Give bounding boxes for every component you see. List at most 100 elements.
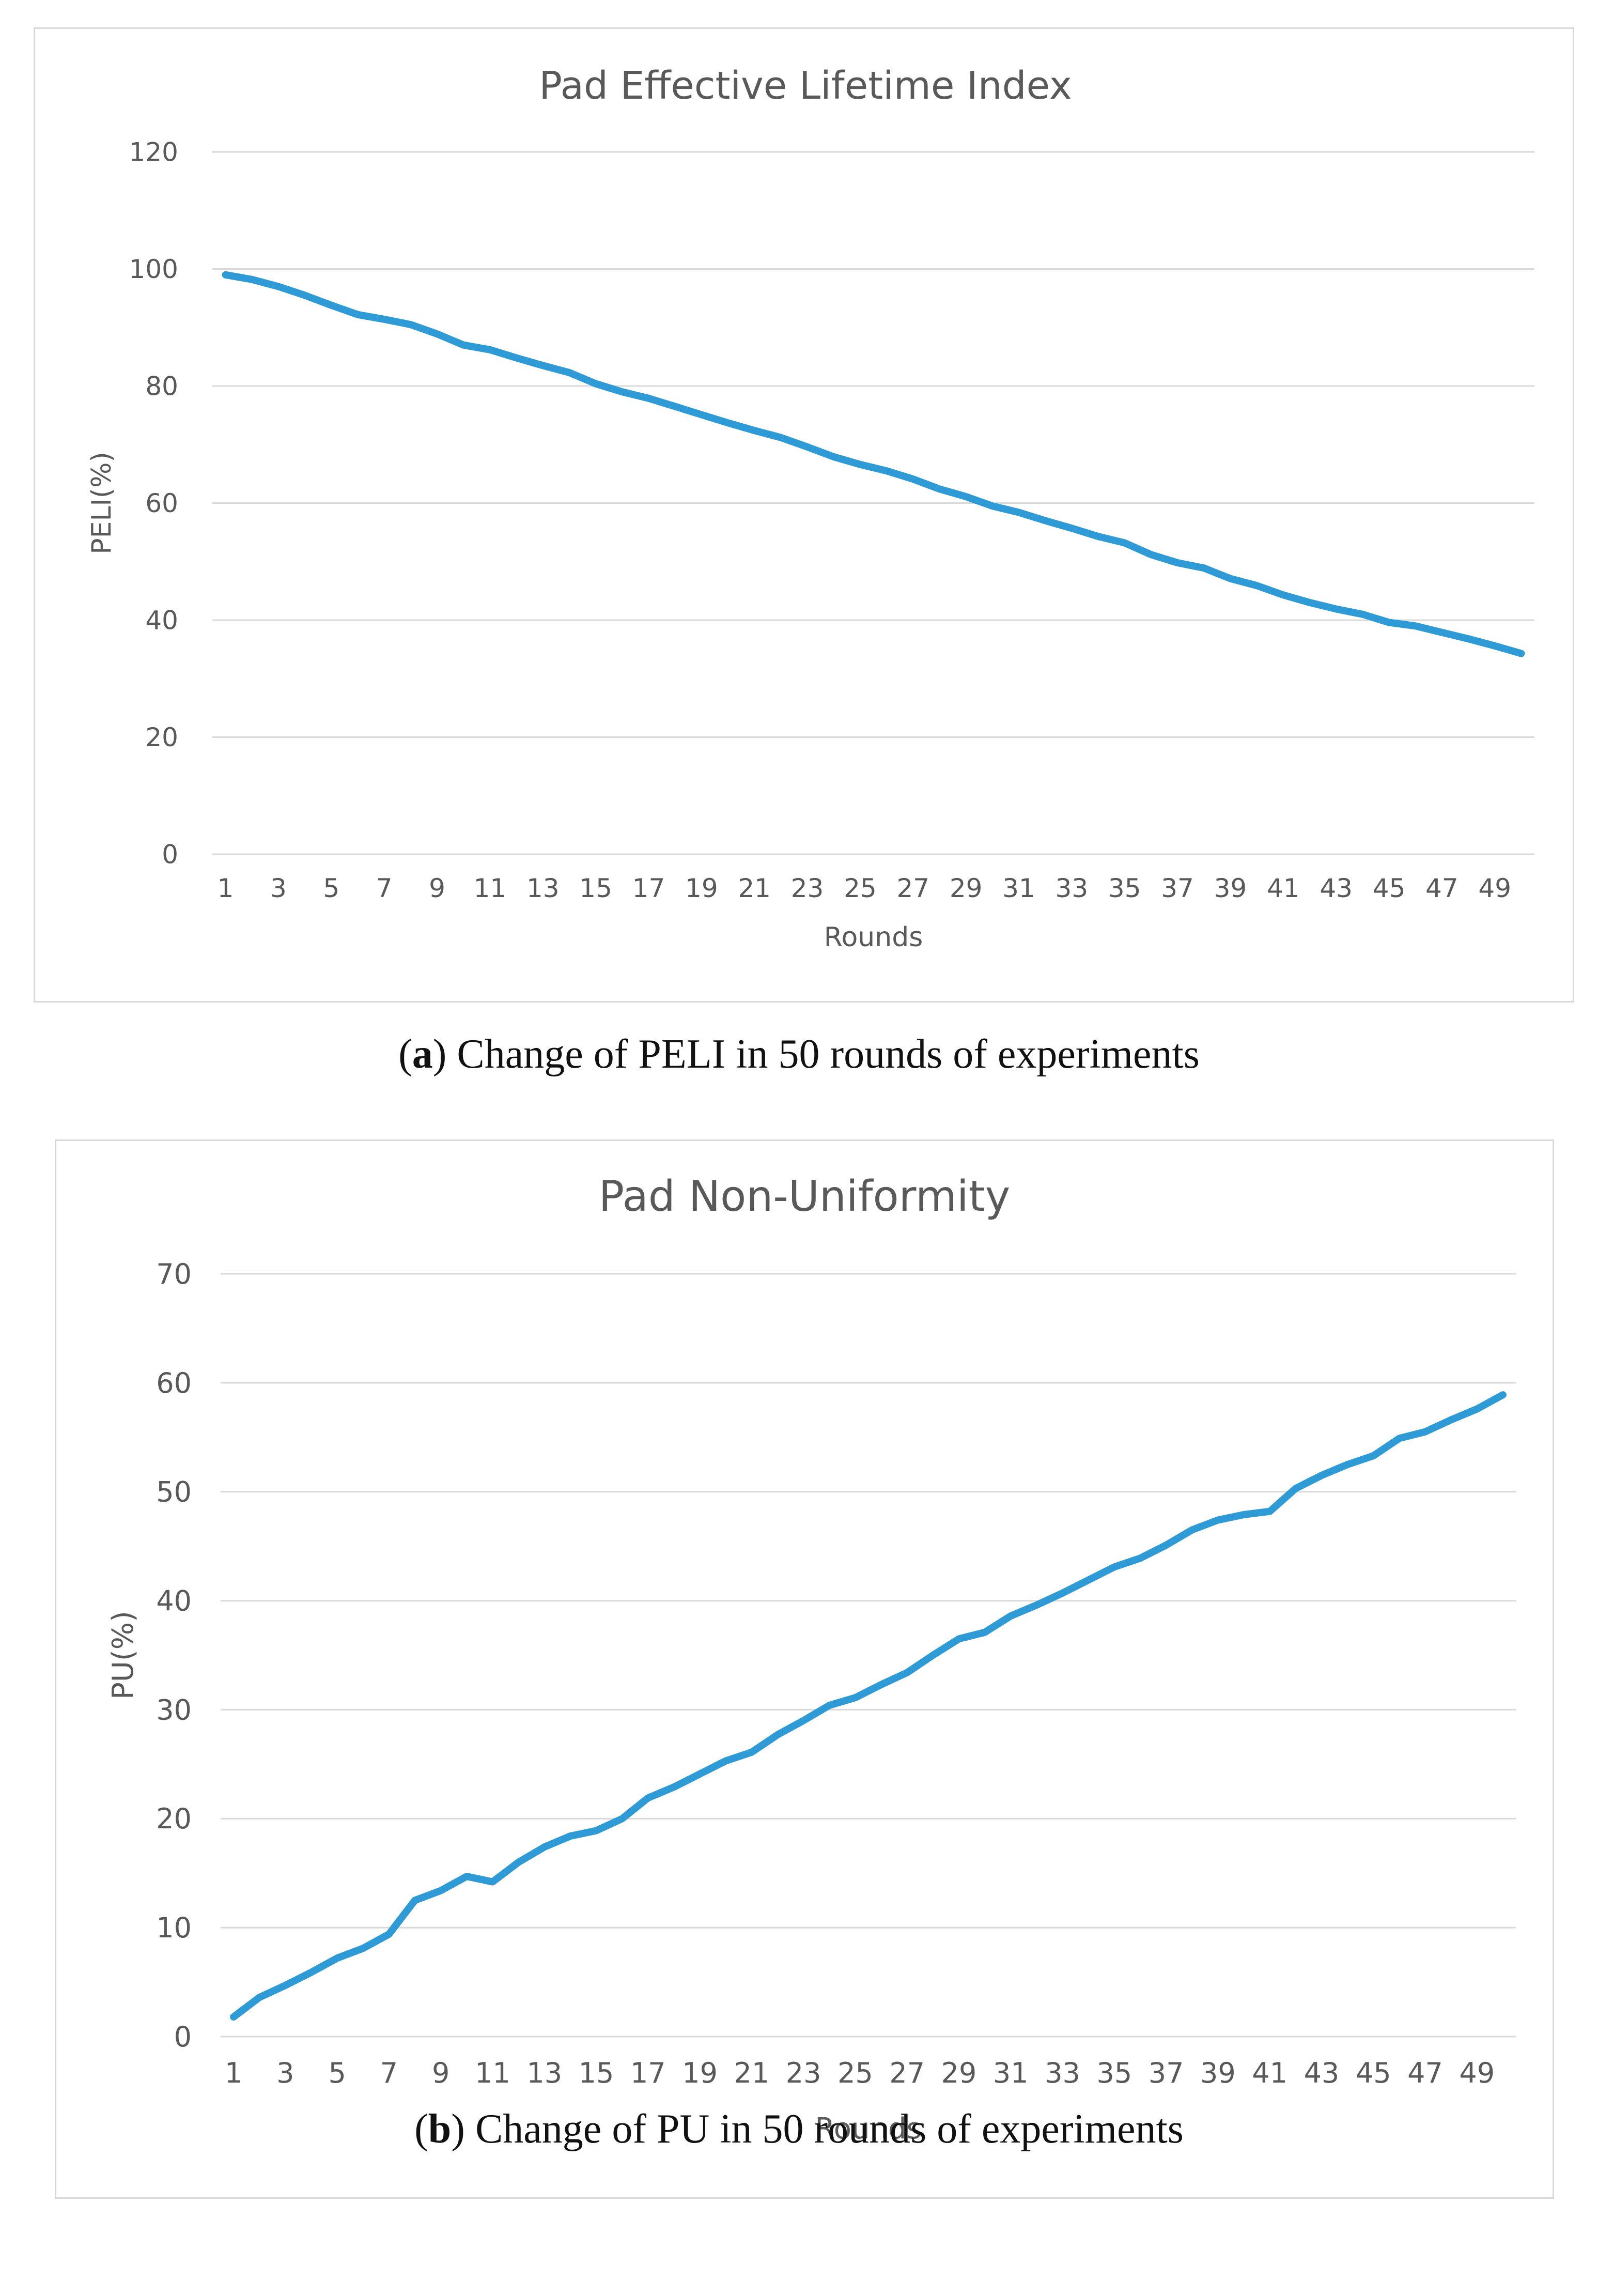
x-tick-label: 47 [1425, 873, 1459, 903]
data-point [232, 2015, 235, 2018]
x-tick-label: 9 [429, 873, 445, 903]
data-point [938, 487, 941, 490]
x-tick-label: 41 [1252, 2057, 1287, 2089]
x-tick-label: 47 [1407, 2057, 1443, 2089]
data-point [776, 1733, 779, 1736]
data-point [488, 348, 491, 351]
data-point [1440, 631, 1444, 634]
data-point [1282, 593, 1285, 596]
data-point [1070, 527, 1073, 530]
x-tick-label: 21 [734, 2057, 770, 2089]
x-tick-label: 45 [1356, 2057, 1391, 2089]
x-tick-label: 33 [1056, 873, 1089, 903]
data-point [387, 1933, 391, 1936]
data-point [1424, 1430, 1427, 1434]
x-tick-label: 3 [276, 2057, 294, 2089]
data-point [1229, 577, 1232, 580]
data-point [1017, 511, 1020, 514]
x-tick-label: 27 [889, 2057, 925, 2089]
x-tick-label: 5 [328, 2057, 346, 2089]
data-point [620, 1817, 624, 1820]
y-tick-label: 20 [156, 1802, 192, 1835]
data-point [362, 1947, 365, 1950]
data-point [1268, 1510, 1271, 1513]
data-point [806, 445, 809, 449]
data-point [965, 495, 968, 498]
data-point [1308, 601, 1311, 604]
x-tick-label: 31 [993, 2057, 1029, 2089]
x-tick-label: 25 [844, 873, 877, 903]
y-tick-label: 100 [129, 254, 178, 284]
data-point [465, 1875, 468, 1878]
y-tick-label: 40 [145, 606, 178, 636]
y-tick-label: 0 [162, 840, 178, 870]
x-axis-label: Rounds [824, 922, 923, 953]
data-point [251, 278, 254, 281]
x-tick-label: 15 [579, 873, 612, 903]
x-tick-label: 33 [1045, 2057, 1080, 2089]
data-point [1346, 1463, 1349, 1466]
data-point [983, 1631, 986, 1634]
data-point [541, 364, 545, 367]
x-tick-label: 29 [950, 873, 983, 903]
x-tick-label: 39 [1214, 873, 1247, 903]
y-tick-label: 0 [174, 2021, 192, 2053]
x-tick-label: 3 [270, 873, 287, 903]
data-point [1097, 535, 1100, 538]
chart-panel-b: Pad Non-Uniformity 0 10 20 30 40 50 60 70 1 3 5 7 9 11… [55, 1139, 1554, 2199]
caption-b-text: ) Change of PU in 50 rounds of experimen… [451, 2106, 1184, 2152]
x-tick-label: 23 [791, 873, 824, 903]
x-tick-label: 17 [632, 873, 665, 903]
series-line [222, 271, 1525, 657]
data-point [1009, 1614, 1012, 1617]
y-tick-label: 70 [156, 1258, 192, 1290]
data-point [1414, 624, 1417, 627]
data-point [413, 1899, 416, 1902]
x-tick-label: 11 [474, 873, 507, 903]
caption-a-text: ) Change of PELI in 50 rounds of experim… [432, 1031, 1200, 1077]
data-point [1372, 1454, 1375, 1457]
x-tick-label: 45 [1373, 873, 1406, 903]
chart-title: Pad Non-Uniformity [599, 1172, 1011, 1221]
data-point [832, 455, 835, 458]
data-point [859, 463, 862, 466]
x-tick-label: 43 [1304, 2057, 1340, 2089]
data-point [277, 285, 280, 288]
x-tick-label: 37 [1161, 873, 1194, 903]
data-point [336, 1956, 339, 1960]
data-point [880, 1683, 883, 1686]
data-point [1243, 1513, 1246, 1516]
x-tick-label: 19 [682, 2057, 718, 2089]
caption-b-letter: b [428, 2106, 452, 2152]
data-point [802, 1719, 805, 1722]
x-tick-label: 43 [1320, 873, 1353, 903]
data-point [700, 413, 703, 416]
data-point [699, 1773, 702, 1776]
x-tick-label: 7 [376, 873, 393, 903]
y-tick-label: 40 [156, 1584, 192, 1617]
data-point [515, 357, 518, 360]
x-tick-label: 49 [1459, 2057, 1495, 2089]
x-tick-label: 23 [786, 2057, 821, 2089]
data-point [1139, 1557, 1142, 1560]
data-point [491, 1881, 494, 1884]
y-tick-label: 50 [156, 1476, 192, 1508]
data-point [991, 504, 994, 507]
data-point [906, 1671, 909, 1674]
data-point [1202, 566, 1205, 569]
chart-panel-a: Pad Effective Lifetime Index 0 20 40 60 80 100… [34, 27, 1574, 1003]
data-point [1176, 561, 1179, 564]
x-tick-label: 15 [579, 2057, 614, 2089]
x-tick-label: 9 [432, 2057, 449, 2089]
x-tick-label: 13 [526, 873, 560, 903]
series-line [230, 1391, 1507, 2021]
caption-b-open: ( [414, 2106, 428, 2152]
data-point [932, 1654, 935, 1657]
data-point [1467, 637, 1470, 640]
x-tick-label: 39 [1200, 2057, 1236, 2089]
x-tick-label: 27 [896, 873, 929, 903]
data-point [779, 436, 782, 439]
y-tick-label: 60 [156, 1367, 192, 1399]
x-tick-label: 49 [1478, 873, 1511, 903]
data-point [1150, 553, 1153, 556]
